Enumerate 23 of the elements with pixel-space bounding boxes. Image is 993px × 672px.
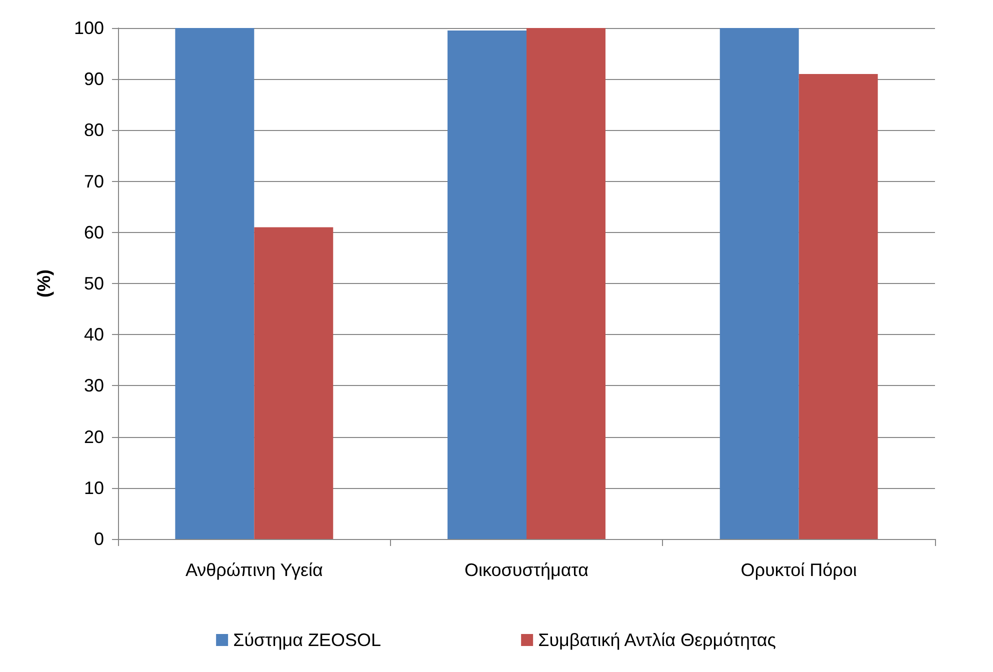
y-tick-label: 100 — [74, 18, 104, 38]
y-tick-label: 0 — [94, 529, 104, 549]
legend-label: Συμβατική Αντλία Θερμότητας — [538, 630, 776, 650]
x-tick-label: Ορυκτοί Πόροι — [740, 560, 857, 580]
y-tick-label: 50 — [84, 274, 104, 294]
y-tick-label: 60 — [84, 222, 104, 242]
y-tick-label: 80 — [84, 120, 104, 140]
bar — [720, 28, 799, 539]
y-axis-title: (%) — [34, 270, 54, 298]
y-tick-label: 30 — [84, 376, 104, 396]
bar — [175, 28, 254, 539]
bar — [448, 30, 526, 539]
y-tick-label: 70 — [84, 171, 104, 192]
bar — [798, 74, 878, 539]
y-tick-label: 20 — [84, 426, 104, 447]
legend-label: Σύστημα ZEOSOL — [233, 630, 382, 650]
x-tick-label: Ανθρώπινη Υγεία — [185, 560, 323, 580]
bar — [254, 227, 334, 539]
y-tick-label: 90 — [84, 69, 104, 90]
bar — [526, 28, 606, 539]
y-tick-label: 40 — [84, 324, 104, 345]
y-tick-label: 10 — [84, 478, 104, 498]
x-tick-label: Οικοσυστήματα — [464, 560, 589, 580]
